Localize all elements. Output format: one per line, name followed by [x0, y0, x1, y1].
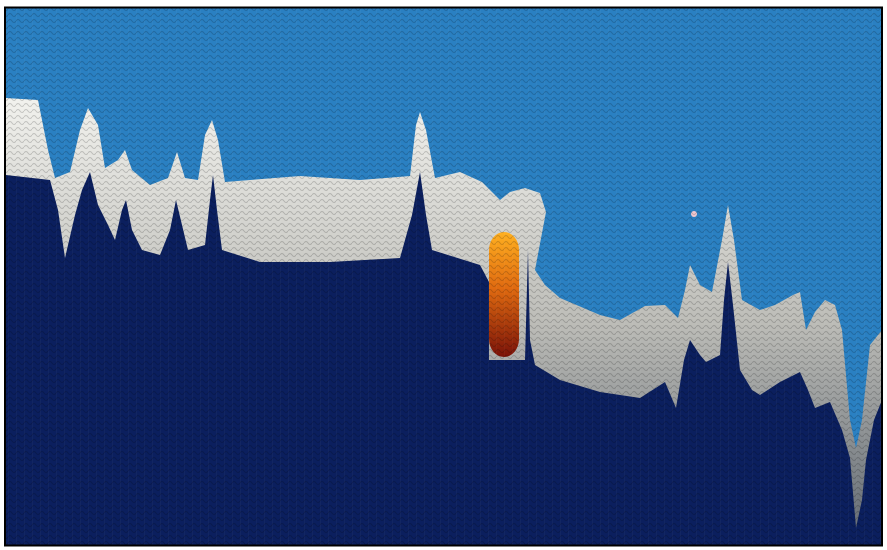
- texture: [6, 8, 882, 545]
- frame: [4, 6, 883, 547]
